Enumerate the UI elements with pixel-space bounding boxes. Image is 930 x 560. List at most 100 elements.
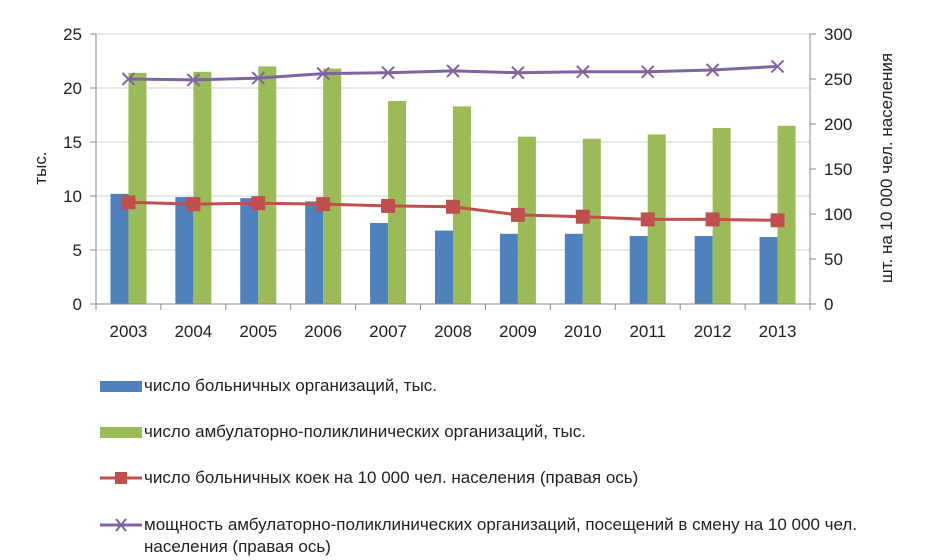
line-point (510, 207, 525, 222)
legend-item-clinics: число амбулаторно-поликлинических органи… (100, 421, 586, 443)
legend-item-hospitals: число больничных организаций, тыс. (100, 375, 437, 397)
legend-label-beds: число больничных коек на 10 000 чел. нас… (144, 468, 639, 487)
bar (777, 125, 796, 304)
line-point (576, 65, 590, 79)
bar (388, 100, 407, 305)
bar (435, 230, 453, 304)
right-tick-label: 100 (824, 205, 852, 224)
right-tick-label: 50 (824, 250, 843, 269)
line-point (641, 65, 655, 79)
legend-swatch-capacity (100, 518, 142, 532)
bar (712, 127, 731, 305)
legend-label-capacity: мощность амбулаторно-поликлинических орг… (144, 515, 858, 556)
x-tick-label: 2006 (304, 322, 342, 341)
bar (564, 233, 583, 304)
bars (110, 66, 796, 305)
axes (90, 33, 816, 310)
x-tick-label: 2008 (434, 322, 472, 341)
marker-stroke (251, 71, 265, 85)
marker-stroke (446, 64, 460, 78)
x-tick-label: 2009 (499, 322, 537, 341)
marker-stroke (576, 65, 590, 79)
legend-swatch-hospitals (100, 381, 142, 392)
line-point (511, 65, 525, 80)
marker-stroke (641, 65, 655, 79)
line-point (121, 72, 136, 86)
legend-swatch-clinics (100, 427, 142, 438)
x-tick-label: 2013 (759, 322, 797, 341)
line-point (381, 198, 396, 213)
marker-stroke (770, 59, 785, 74)
line-point (186, 73, 201, 87)
x-tick-label: 2012 (694, 322, 732, 341)
bar (240, 198, 259, 304)
x-tick-label: 2010 (564, 322, 602, 341)
legend-item-beds: число больничных коек на 10 000 чел. нас… (100, 467, 638, 489)
bar (305, 201, 324, 304)
bar (175, 197, 194, 304)
x-tick-label: 2007 (369, 322, 407, 341)
bar (128, 72, 147, 304)
bar (110, 193, 129, 304)
lines (121, 59, 785, 228)
marker-stroke (705, 63, 720, 77)
left-axis-title: тыс. (31, 151, 50, 184)
bar (370, 223, 389, 304)
legend-swatch-beds (100, 472, 142, 484)
bar (582, 138, 601, 304)
line-point (316, 66, 330, 81)
line-point (640, 212, 655, 227)
x-tick-label: 2003 (110, 322, 148, 341)
left-tick-label: 5 (73, 241, 82, 260)
left-tick-label: 15 (63, 133, 82, 152)
bar (258, 66, 277, 305)
marker-stroke (121, 72, 136, 86)
legend-item-capacity: мощность амбулаторно-поликлинических орг… (100, 514, 920, 558)
marker-stroke (316, 66, 330, 81)
legend-label-clinics: число амбулаторно-поликлинических органи… (144, 422, 586, 441)
line-point (316, 197, 331, 212)
line-point (251, 196, 266, 211)
line-point (770, 213, 785, 228)
right-tick-label: 250 (824, 70, 852, 89)
right-axis-ticks: 0 50 100 150 200 250 300 (824, 25, 852, 314)
left-tick-label: 10 (63, 187, 82, 206)
line-point (251, 71, 265, 85)
left-tick-label: 0 (73, 295, 82, 314)
marker-stroke (186, 73, 201, 87)
right-tick-label: 200 (824, 115, 852, 134)
right-tick-label: 300 (824, 25, 852, 44)
left-tick-label: 25 (63, 25, 82, 44)
line-point (381, 65, 395, 80)
x-tick-label: 2011 (629, 322, 666, 341)
line-point (575, 209, 590, 224)
right-tick-label: 0 (824, 295, 833, 314)
right-tick-label: 150 (824, 160, 852, 179)
bar (759, 237, 778, 304)
x-tick-label: 2005 (239, 322, 277, 341)
left-axis-ticks: 0 5 10 15 20 25 (63, 25, 82, 314)
x-tick-label: 2004 (174, 322, 212, 341)
bar (517, 136, 536, 304)
left-tick-label: 20 (63, 79, 82, 98)
line-point (121, 195, 136, 210)
legend-label-hospitals: число больничных организаций, тыс. (144, 376, 438, 395)
bar (193, 71, 212, 304)
line-point (705, 212, 720, 227)
bar (499, 233, 518, 304)
bar (629, 235, 648, 304)
line-point (186, 197, 201, 212)
x-axis-ticks: 2003 2004 2005 2006 2007 2008 2009 2010 2011 2012… (110, 322, 797, 341)
bar (694, 235, 713, 304)
bar (453, 106, 471, 304)
right-axis-title: шт. на 10 000 чел. населения (877, 53, 896, 283)
bar (323, 68, 342, 304)
line-point (446, 199, 460, 214)
marker-stroke (511, 65, 525, 80)
line-point (770, 59, 785, 74)
line-point (446, 64, 460, 78)
marker-stroke (381, 65, 395, 80)
series-line (128, 64, 778, 82)
line-point (705, 63, 720, 77)
